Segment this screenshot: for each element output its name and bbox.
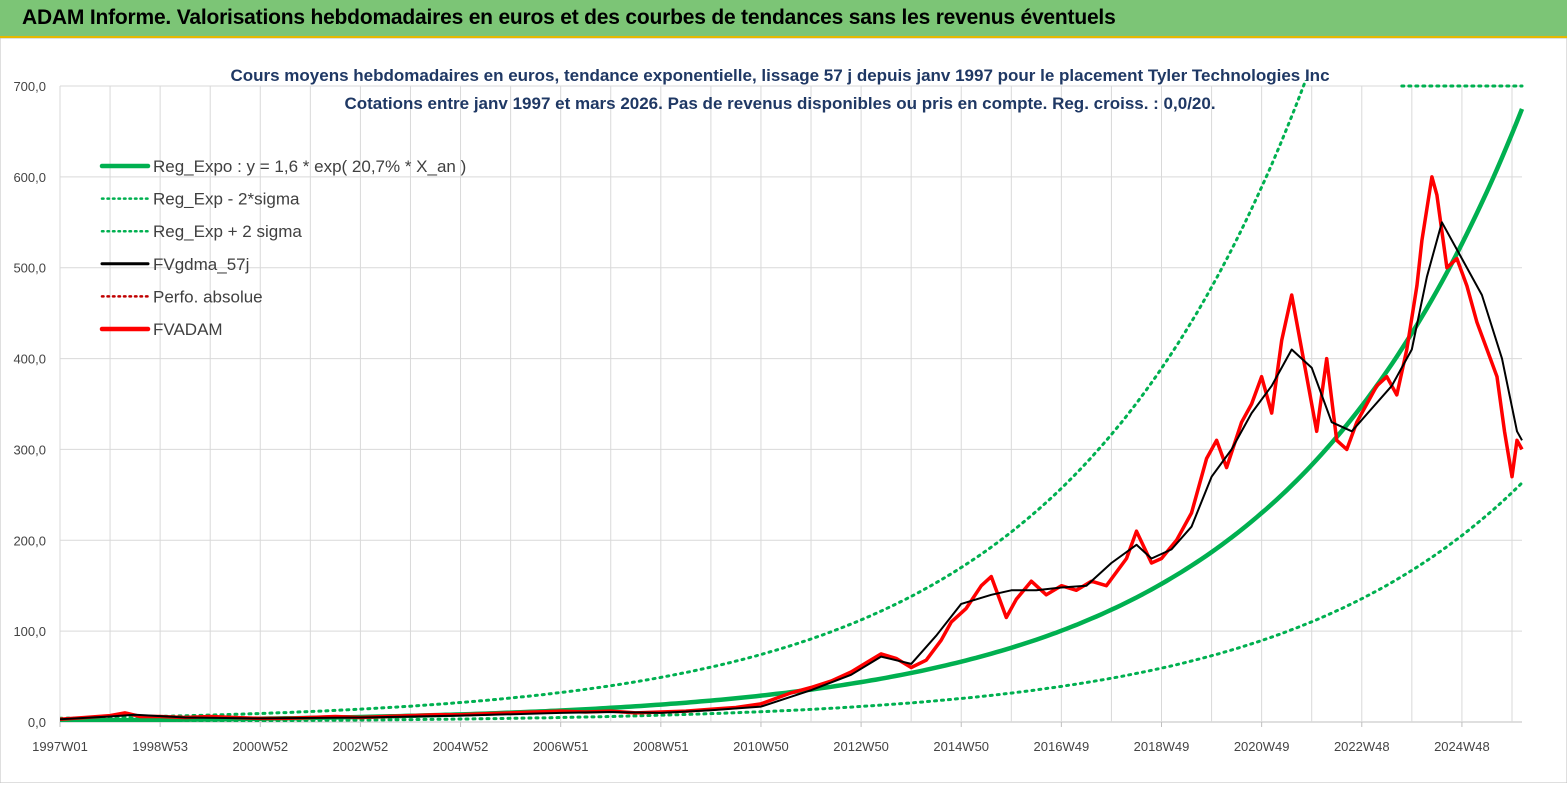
chart: 0,0 100,0 200,0 300,0 400,0 500,0 600,0 700,0 1… — [0, 37, 1567, 784]
x-tick-label: 1997W01 — [32, 739, 88, 754]
y-tick-label: 500,0 — [13, 261, 46, 276]
chart-background — [0, 37, 1567, 784]
legend-label-reg_expo: Reg_Expo : y = 1,6 * exp( 20,7% * X_an ) — [153, 157, 466, 176]
y-tick-label: 600,0 — [13, 170, 46, 185]
legend: Reg_Expo : y = 1,6 * exp( 20,7% * X_an )… — [99, 157, 466, 339]
x-tick-label: 2022W48 — [1334, 739, 1390, 754]
y-tick-label: 400,0 — [13, 352, 46, 367]
legend-label-reg_plus: Reg_Exp + 2 sigma — [153, 222, 302, 241]
x-tick-label: 1998W53 — [132, 739, 188, 754]
series-fvgdma-57j — [60, 221, 1523, 721]
y-tick-label: 700,0 — [13, 79, 46, 94]
legend-label-fvgdma: FVgdma_57j — [153, 255, 249, 274]
x-tick-label: 2004W52 — [433, 739, 489, 754]
series-reg-exp-minus-2-sigma — [60, 481, 1524, 722]
x-tick-label: 2020W49 — [1234, 739, 1290, 754]
x-tick-label: 2006W51 — [533, 739, 589, 754]
chart-frame: 0,0 100,0 200,0 300,0 400,0 500,0 600,0 700,0 1… — [0, 37, 1567, 784]
chart-title-line-2: Cotations entre janv 1997 et mars 2026. … — [344, 94, 1215, 113]
y-axis: 0,0 100,0 200,0 300,0 400,0 500,0 600,0 700,0 — [13, 79, 46, 730]
legend-label-reg_minus: Reg_Exp - 2*sigma — [153, 190, 300, 209]
x-tick-label: 2010W50 — [733, 739, 789, 754]
x-tick-label: 2014W50 — [933, 739, 989, 754]
x-tick-label: 2016W49 — [1034, 739, 1090, 754]
page-header: ADAM Informe. Valorisations hebdomadaire… — [0, 0, 1567, 38]
x-tick-label: 2000W52 — [232, 739, 288, 754]
series-layer — [60, 80, 1525, 722]
series-reg-exp-plus-2-sigma — [60, 80, 1308, 720]
y-tick-label: 200,0 — [13, 533, 46, 548]
x-axis: 1997W01 1998W53 2000W52 2002W52 2004W52 2006W… — [32, 722, 1490, 754]
page-title: ADAM Informe. Valorisations hebdomadaire… — [22, 6, 1116, 29]
chart-title-line-1: Cours moyens hebdomadaires en euros, ten… — [230, 66, 1329, 85]
y-tick-label: 300,0 — [13, 442, 46, 457]
legend-label-fvadam: FVADAM — [153, 320, 223, 339]
x-tick-label: 2024W48 — [1434, 739, 1490, 754]
y-tick-label: 100,0 — [13, 624, 46, 639]
x-tick-label: 2018W49 — [1134, 739, 1190, 754]
x-tick-label: 2002W52 — [333, 739, 389, 754]
grid — [59, 85, 1522, 723]
y-tick-label: 0,0 — [28, 715, 46, 730]
legend-label-perfo: Perfo. absolue — [153, 287, 263, 306]
x-tick-label: 2012W50 — [833, 739, 889, 754]
x-tick-label: 2008W51 — [633, 739, 689, 754]
